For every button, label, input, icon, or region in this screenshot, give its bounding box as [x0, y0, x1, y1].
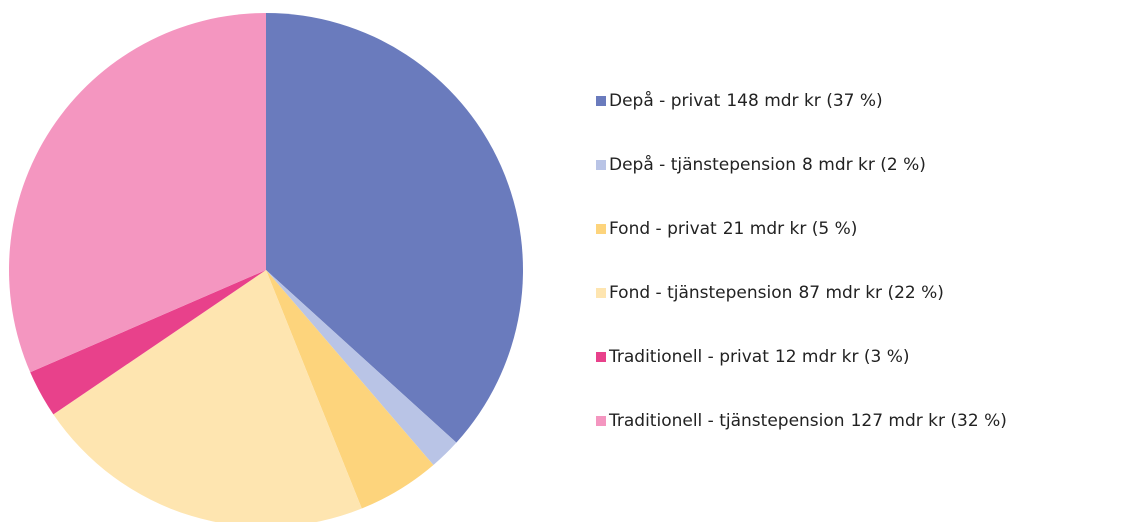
- legend-label: Depå - tjänstepension 8 mdr kr (2 %): [609, 154, 926, 175]
- legend-label: Fond - tjänstepension 87 mdr kr (22 %): [609, 283, 944, 303]
- legend-value: 12 mdr kr (3 %): [775, 347, 910, 367]
- pie-slice: [266, 270, 434, 509]
- pie-slice: [8, 13, 267, 373]
- legend-value: 87 mdr kr (22 %): [798, 283, 943, 303]
- legend-swatch: [596, 96, 606, 106]
- legend-value: 127 mdr kr (32 %): [851, 411, 1007, 431]
- legend-swatch: [596, 416, 606, 426]
- legend-category: Depå - tjänstepension: [609, 154, 796, 175]
- legend-category: Depå - privat: [609, 90, 721, 111]
- legend-label: Depå - privat 148 mdr kr (37 %): [609, 90, 883, 111]
- legend-value: 21 mdr kr (5 %): [723, 219, 858, 239]
- legend-label: Traditionell - tjänstepension 127 mdr kr …: [608, 411, 1007, 431]
- legend-swatch: [596, 288, 606, 298]
- legend-label: Traditionell - privat 12 mdr kr (3 %): [608, 347, 910, 367]
- legend-category: Traditionell - tjänstepension: [608, 411, 845, 431]
- legend-label: Fond - privat 21 mdr kr (5 %): [609, 219, 857, 239]
- legend-category: Traditionell - privat: [608, 347, 769, 367]
- pie-slice: [53, 270, 362, 522]
- pie-slice: [266, 13, 523, 443]
- legend-category: Fond - privat: [609, 219, 717, 239]
- legend-category: Fond - tjänstepension: [609, 283, 792, 303]
- pie-slice: [266, 270, 457, 466]
- pie-slice: [30, 270, 266, 415]
- legend-swatch: [596, 352, 606, 362]
- legend-value: 8 mdr kr (2 %): [802, 155, 926, 175]
- legend-value: 148 mdr kr (37 %): [726, 91, 882, 111]
- legend-swatch: [596, 160, 606, 170]
- legend-swatch: [596, 224, 606, 234]
